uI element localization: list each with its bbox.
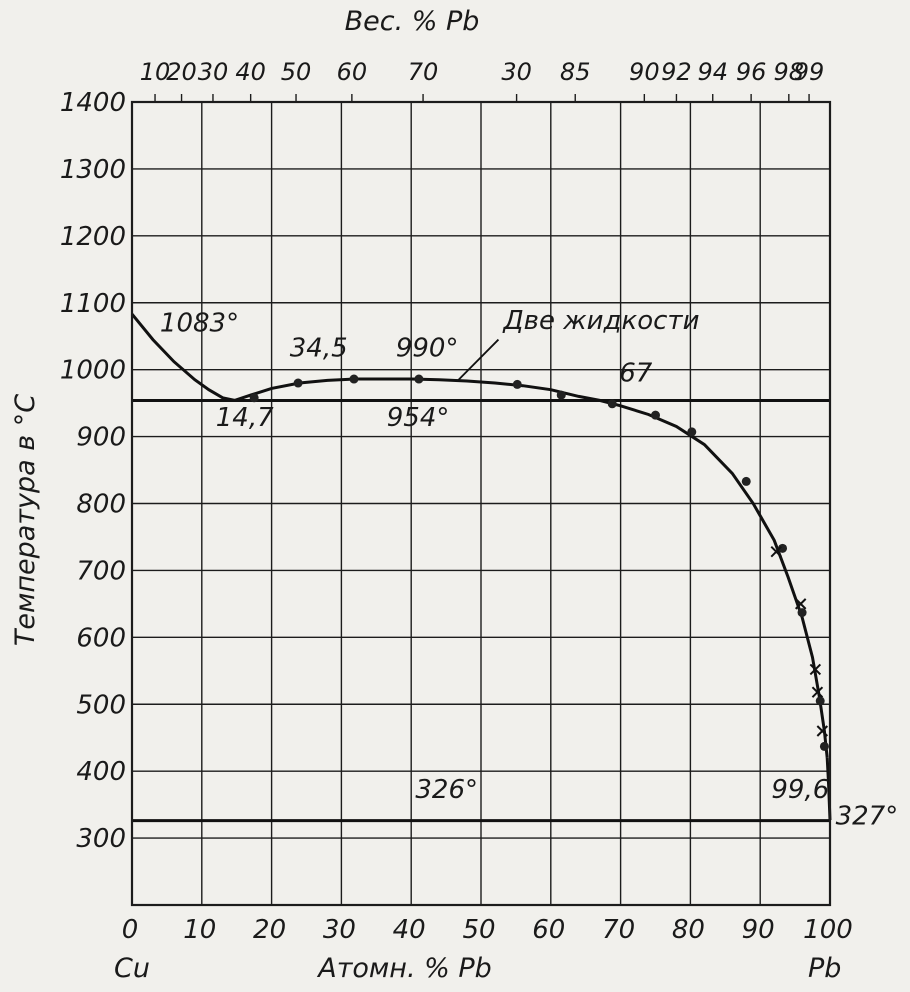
measured-point-circle: [607, 399, 617, 409]
liquidus-cu-side-curve: [130, 313, 235, 402]
top-tick-label: 70: [408, 58, 439, 86]
top-tick-label: 85: [560, 58, 591, 86]
x-tick-label: 60: [532, 915, 565, 945]
y-tick-label: 1000: [60, 356, 126, 386]
measured-point-cross: [811, 686, 824, 698]
top-tick-label: 60: [337, 58, 368, 86]
x-tick-label: 20: [253, 915, 286, 945]
y-tick-label: 800: [76, 490, 126, 520]
left-end-label: Cu: [114, 953, 150, 984]
top-tick-label: 20: [166, 58, 197, 86]
data-points: [249, 374, 829, 751]
y-tick-label: 1200: [60, 222, 126, 252]
measured-point-circle: [741, 476, 751, 486]
annotation-label: 14,7: [216, 403, 274, 433]
x-tick-label: 70: [602, 915, 635, 945]
x-axis-label: Атомн. % Pb: [316, 953, 492, 984]
y-tick-label: 500: [76, 690, 126, 720]
measured-point-cross: [809, 663, 822, 676]
miscibility-gap-curve: [234, 377, 829, 758]
top-tick-label: 98: [774, 58, 805, 86]
x-tick-label: 100: [803, 915, 853, 945]
annotation-label: 34,5: [290, 333, 348, 363]
measured-point-cross: [770, 545, 782, 558]
y-tick-label: 900: [76, 423, 126, 453]
measured-point-circle: [687, 427, 697, 437]
measured-point-cross: [794, 598, 807, 610]
top-tick-label: 99: [794, 58, 825, 86]
measured-point-circle: [349, 374, 359, 384]
annotation-leader-line: [457, 338, 500, 382]
y-tick-label: 400: [76, 757, 126, 787]
y-tick-label: 1300: [60, 155, 126, 185]
measured-point-circle: [815, 696, 825, 706]
annotation-label: 954°: [387, 403, 450, 433]
annotation-label: Две жидкости: [502, 306, 699, 336]
top-tick-label: 30: [198, 58, 229, 86]
annotation-label: 67: [619, 359, 653, 389]
annotation-label: 326°: [415, 775, 478, 805]
x-tick-label: 80: [672, 915, 705, 945]
top-tick-label: 92: [661, 58, 692, 86]
grid-lines: [131, 94, 831, 906]
y-tick-label: 600: [76, 623, 126, 653]
x-tick-label: 0: [122, 915, 139, 945]
annotations: 1083° 34,5 990° Две жидкости 67 14,7 954° 326° 9…: [160, 306, 898, 832]
x-tick-label: 30: [323, 915, 356, 945]
measured-point-circle: [819, 741, 829, 751]
annotation-label: 1083°: [160, 309, 239, 339]
y-tick-label: 300: [76, 824, 126, 854]
right-end-label: Pb: [808, 953, 841, 984]
x-tick-label: 40: [393, 915, 426, 945]
top-tick-label: 94: [697, 58, 728, 86]
top-tick-label: 50: [281, 58, 312, 86]
measured-point-circle: [512, 379, 522, 389]
measured-point-circle: [249, 393, 259, 403]
axes: 3004005006007008009001000110012001300140…: [60, 58, 853, 945]
measured-point-circle: [778, 543, 788, 553]
measured-point-circle: [414, 374, 424, 384]
measured-point-circle: [651, 410, 660, 420]
top-tick-label: 90: [629, 58, 660, 86]
x-tick-label: 10: [183, 915, 216, 945]
top-tick-label: 10: [140, 58, 171, 86]
plot-frame: [130, 100, 832, 907]
measured-point-cross: [816, 725, 829, 737]
annotation-label: 990°: [396, 333, 459, 363]
annotation-label: 99,6: [771, 775, 829, 805]
annotation-label: 327°: [836, 802, 899, 832]
y-tick-label: 1400: [60, 88, 126, 118]
measured-point-circle: [797, 608, 807, 618]
y-tick-label: 1100: [60, 289, 126, 319]
x-tick-label: 90: [742, 915, 775, 945]
top-axis-title: Вес. % Pb: [345, 6, 480, 37]
measured-point-circle: [556, 390, 566, 400]
top-tick-label: 40: [235, 58, 266, 86]
y-tick-label: 700: [76, 556, 126, 586]
top-tick-label: 30: [501, 58, 532, 86]
x-tick-label: 50: [462, 915, 495, 945]
y-axis-label: Температура в °С: [10, 394, 41, 646]
series-layer: [130, 313, 832, 823]
top-tick-label: 96: [736, 58, 767, 86]
measured-point-circle: [293, 378, 303, 388]
